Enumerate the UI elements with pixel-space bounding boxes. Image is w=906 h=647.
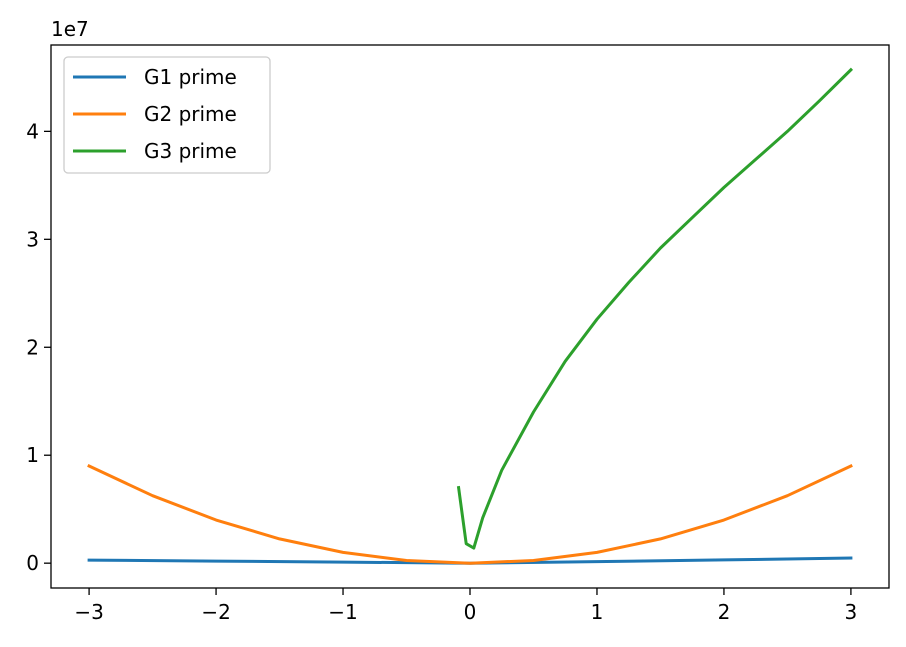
x-tick-label: −2 (201, 600, 230, 624)
y-tick-label: 3 (26, 227, 39, 251)
plot-area (50, 44, 890, 589)
legend-label: G1 prime (144, 65, 237, 89)
legend-label: G2 prime (144, 102, 237, 126)
x-tick-label: 3 (845, 600, 858, 624)
x-tick-label: 0 (464, 600, 477, 624)
x-tick-label: 1 (591, 600, 604, 624)
y-tick-label: 2 (26, 335, 39, 359)
series-line-3 (456, 67, 854, 550)
y-tick-label: 1 (26, 443, 39, 467)
y-axis: 0 1 2 3 4 (26, 119, 51, 575)
y-tick-label: 4 (26, 119, 39, 143)
legend-box (63, 56, 271, 174)
x-tick-label: 2 (718, 600, 731, 624)
legend-label: G3 prime (144, 139, 237, 163)
x-tick-label: −3 (74, 600, 103, 624)
x-tick-label: −1 (328, 600, 357, 624)
series-line-2 (87, 464, 853, 565)
x-axis: −3 −2 −1 0 1 2 3 (74, 588, 857, 624)
legend: G1 prime G2 prime G3 prime (63, 56, 271, 174)
series-layer (87, 67, 854, 565)
y-tick-label: 0 (26, 551, 39, 575)
y-offset-label: 1e7 (51, 17, 89, 41)
